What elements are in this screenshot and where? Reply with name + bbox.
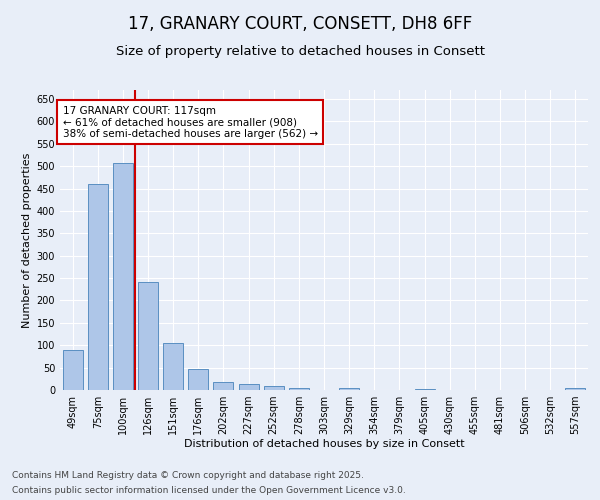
Text: 17, GRANARY COURT, CONSETT, DH8 6FF: 17, GRANARY COURT, CONSETT, DH8 6FF xyxy=(128,15,472,33)
X-axis label: Distribution of detached houses by size in Consett: Distribution of detached houses by size … xyxy=(184,438,464,448)
Bar xyxy=(88,184,108,390)
Text: 17 GRANARY COURT: 117sqm
← 61% of detached houses are smaller (908)
38% of semi-: 17 GRANARY COURT: 117sqm ← 61% of detach… xyxy=(62,106,317,139)
Bar xyxy=(113,163,133,390)
Bar xyxy=(565,388,586,390)
Bar xyxy=(214,382,233,390)
Text: Contains public sector information licensed under the Open Government Licence v3: Contains public sector information licen… xyxy=(12,486,406,495)
Bar xyxy=(415,388,434,390)
Bar xyxy=(239,384,259,390)
Text: Size of property relative to detached houses in Consett: Size of property relative to detached ho… xyxy=(115,45,485,58)
Bar xyxy=(62,350,83,390)
Bar xyxy=(339,388,359,390)
Bar xyxy=(163,344,183,390)
Y-axis label: Number of detached properties: Number of detached properties xyxy=(22,152,32,328)
Bar xyxy=(263,386,284,390)
Bar xyxy=(188,369,208,390)
Text: Contains HM Land Registry data © Crown copyright and database right 2025.: Contains HM Land Registry data © Crown c… xyxy=(12,471,364,480)
Bar xyxy=(138,282,158,390)
Bar xyxy=(289,388,309,390)
